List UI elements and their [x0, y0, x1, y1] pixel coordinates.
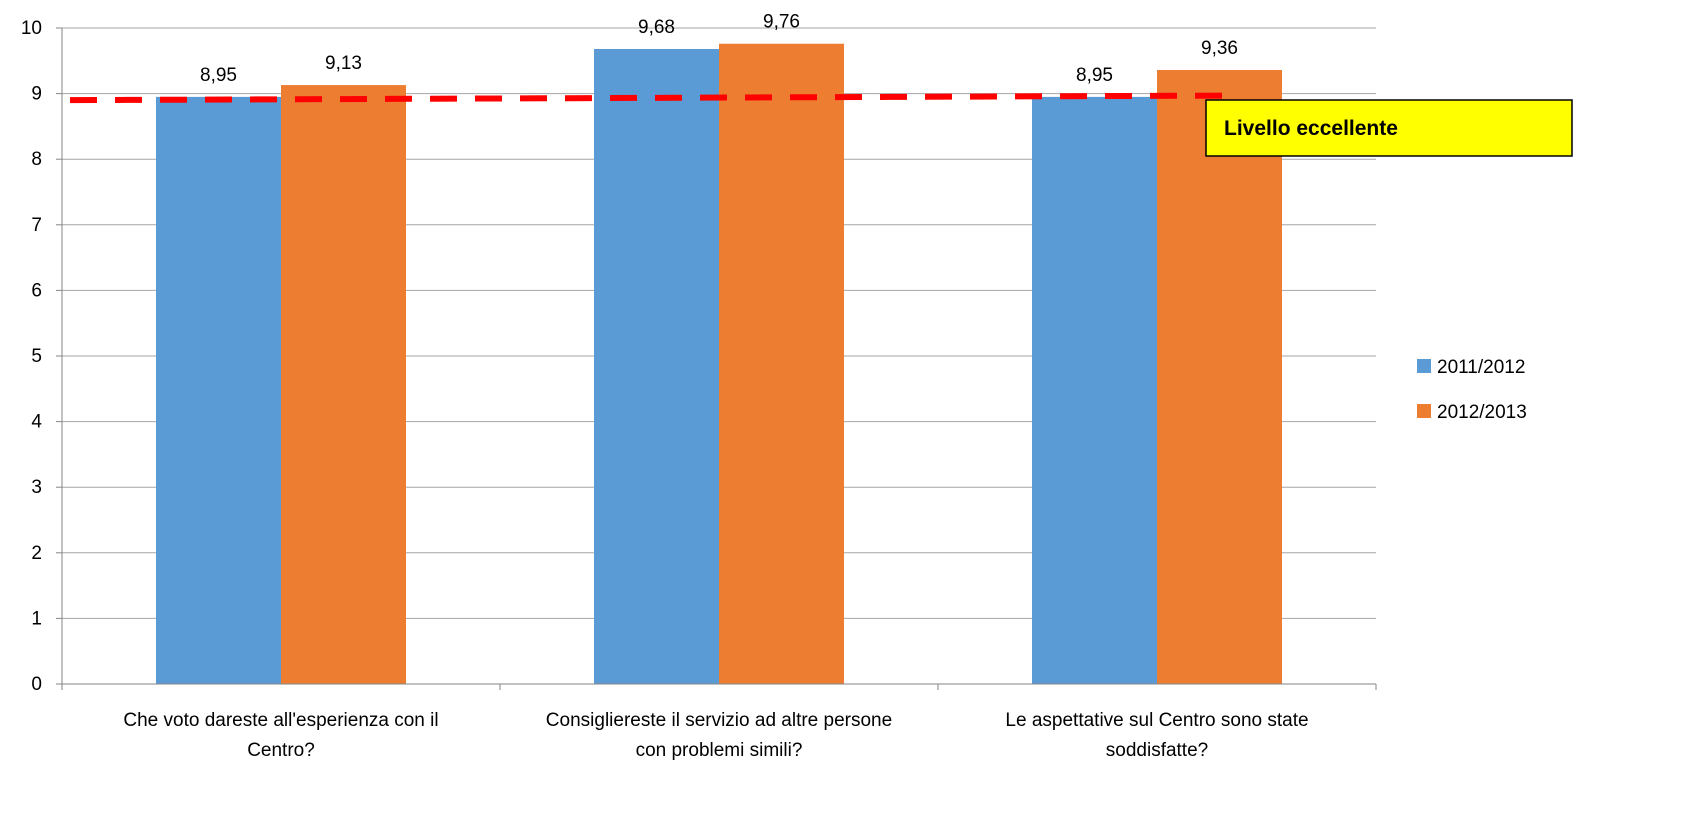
data-labels: 8,95 9,13 9,68 9,76 8,95 9,36 [200, 12, 1238, 86]
y-tick-label: 4 [31, 412, 42, 433]
legend-label: 2011/2012 [1437, 357, 1525, 378]
reference-dashed-line [69, 92, 1227, 104]
axes: 0 1 2 3 4 5 6 7 8 9 10 Che voto dareste all'esperie… [21, 18, 1377, 761]
y-tick-label: 2 [31, 543, 42, 564]
data-label: 9,76 [763, 12, 800, 33]
y-tick-label: 5 [31, 346, 42, 367]
data-label: 9,68 [638, 17, 675, 38]
data-label: 9,36 [1201, 38, 1238, 59]
legend: 2011/2012 2012/2013 [1417, 357, 1527, 423]
y-tick-label: 1 [31, 608, 42, 629]
x-category-label: Che voto dareste all'esperienza con il [123, 710, 438, 731]
x-category-label: con problemi simili? [636, 740, 803, 761]
x-category-label: Centro? [247, 740, 315, 761]
data-label: 8,95 [200, 65, 237, 86]
reference-line [69, 92, 1227, 104]
y-tick-label: 7 [31, 215, 42, 236]
bars [156, 43, 1282, 684]
bar [719, 43, 844, 684]
bar [1032, 96, 1157, 684]
bar [281, 85, 406, 684]
legend-label: 2012/2013 [1437, 402, 1527, 423]
y-tick-label: 8 [31, 149, 42, 170]
x-category-label: soddisfatte? [1106, 740, 1208, 761]
y-tick-label: 10 [21, 18, 42, 39]
legend-swatch [1417, 359, 1431, 373]
legend-swatch [1417, 404, 1431, 418]
y-tick-label: 9 [31, 84, 42, 105]
bar [1157, 69, 1282, 684]
x-category-label: Le aspettative sul Centro sono state [1005, 710, 1308, 731]
y-tick-label: 0 [31, 674, 42, 695]
bar [156, 96, 281, 684]
bar [594, 48, 719, 684]
callout-text: Livello eccellente [1224, 117, 1398, 140]
x-category-label: Consigliereste il servizio ad altre pers… [546, 710, 892, 731]
annotation-callout: Livello eccellente [1205, 99, 1573, 157]
y-tick-label: 3 [31, 477, 42, 498]
data-label: 9,13 [325, 53, 362, 74]
callout-box [1205, 99, 1573, 157]
data-label: 8,95 [1076, 65, 1113, 86]
y-tick-label: 6 [31, 280, 42, 301]
